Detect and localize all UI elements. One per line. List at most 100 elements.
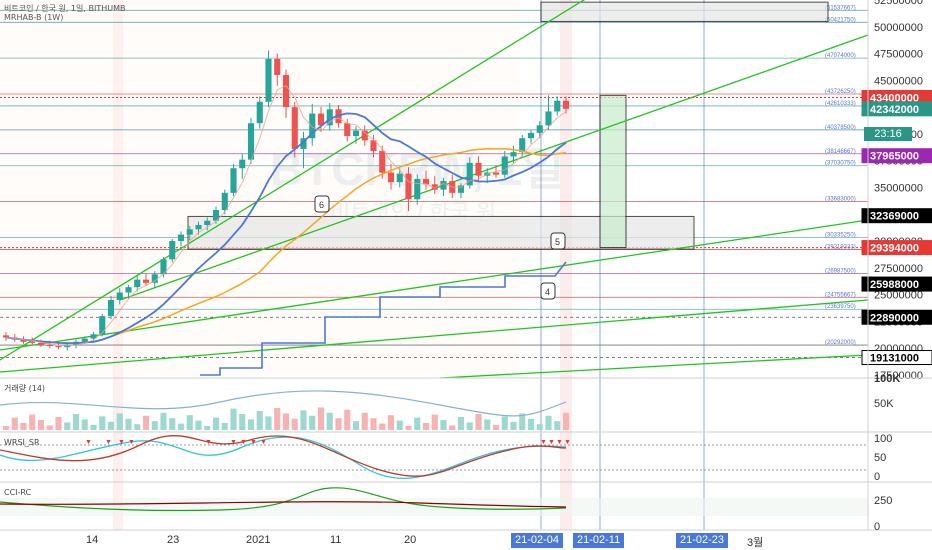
candle-body: [125, 287, 132, 293]
candle-body: [396, 173, 403, 183]
volume-bar: [186, 415, 193, 430]
level-label: (23639750): [825, 304, 856, 310]
rsi-sell-marker: ▼: [230, 439, 237, 446]
candle-body: [230, 168, 237, 193]
volume-bar: [379, 423, 386, 430]
volume-bar: [81, 419, 88, 430]
volume-bar: [414, 417, 421, 430]
volume-bar: [501, 416, 508, 430]
candle-body: [475, 162, 482, 176]
volume-axis-label: 100K: [874, 373, 900, 385]
price-tag: [861, 350, 932, 366]
volume-bar: [405, 426, 412, 430]
ma-line-short: [5, 85, 567, 347]
volume-bar: [107, 421, 115, 430]
level-label: (42610333): [825, 101, 856, 107]
volume-bar: [562, 412, 570, 430]
volume-bar: [90, 424, 97, 430]
volume-bar: [239, 414, 246, 430]
rsi-sell-marker: ▼: [205, 439, 212, 446]
candle-body: [81, 338, 88, 342]
target-box: [599, 94, 627, 249]
volume-bar: [265, 416, 272, 430]
session-shade: [113, 0, 123, 530]
volume-bar: [519, 413, 526, 430]
price-tag-label: 22890000: [870, 312, 919, 324]
candle-body: [99, 316, 106, 335]
y-tick-label: 17500000: [874, 370, 923, 382]
volume-bar: [125, 418, 132, 430]
volume-bar: [300, 410, 307, 430]
candle-body: [239, 159, 246, 169]
volume-bar: [317, 407, 325, 430]
candle-body: [29, 341, 36, 343]
cci-axis-label: 0: [874, 521, 880, 533]
candle-body: [177, 234, 185, 242]
price-tag: [861, 148, 932, 164]
x-tick-label: 20: [404, 534, 417, 546]
price-tag-label: 42342000: [870, 104, 919, 116]
supply-zone: [540, 1, 829, 22]
candle-body: [116, 292, 123, 300]
level-label: (40378500): [825, 125, 856, 131]
volume-bar: [422, 423, 430, 430]
trend-line: [0, 219, 869, 351]
x-highlight-label: 21-02-11: [573, 533, 625, 548]
candle-body: [527, 132, 535, 139]
x-tick-label: 11: [330, 534, 342, 546]
volume-bar: [352, 421, 360, 430]
level-label: (26987500): [825, 268, 856, 274]
price-tag-label: 32369000: [870, 211, 919, 223]
volume-bar: [230, 408, 237, 430]
candle-body: [466, 162, 473, 186]
candle-body: [256, 101, 263, 124]
volume-bar: [37, 420, 45, 430]
pattern-label: 6: [319, 200, 324, 210]
rsi-pane-title: WRSI_SR: [4, 438, 40, 447]
volume-bar: [151, 421, 158, 430]
candle-body: [55, 346, 62, 348]
volume-axis-label: 50K: [874, 398, 894, 410]
y-tick-label: 45000000: [874, 75, 923, 87]
volume-bar: [510, 421, 517, 430]
volume-bar: [291, 418, 298, 430]
volume-bar: [160, 412, 167, 430]
candle-body: [519, 138, 526, 153]
pattern-marker: [314, 195, 330, 213]
rsi-sell-marker: ▼: [260, 439, 267, 446]
y-tick-label: 25000000: [874, 290, 923, 302]
candle-body: [107, 300, 115, 317]
candle-body: [379, 151, 386, 173]
weekly-step-line: [200, 261, 567, 376]
trend-line: [0, 299, 869, 373]
level-label: (51537667): [825, 5, 856, 11]
candle-body: [326, 109, 333, 126]
pattern-label: 4: [545, 287, 550, 297]
rsi-sell-marker: ▼: [564, 439, 571, 446]
cci-signal: [0, 501, 567, 508]
candle-body: [492, 172, 500, 175]
volume-bar: [20, 423, 27, 430]
candle-body: [510, 152, 517, 157]
level-label: (50421750): [825, 17, 856, 23]
volume-bar: [274, 408, 281, 430]
cci-axis-label: 250: [874, 495, 892, 507]
volume-bar: [134, 424, 141, 430]
volume-bar: [256, 411, 263, 430]
candle-body: [247, 123, 255, 160]
candle-body: [545, 111, 552, 126]
candle-body: [405, 173, 412, 200]
rsi-sell-marker: ▼: [240, 439, 247, 446]
volume-bar: [554, 421, 561, 430]
x-tick-label: 3월: [747, 537, 764, 549]
candle-body: [414, 178, 421, 200]
level-label: (20292000): [825, 340, 856, 346]
candle-body: [536, 125, 543, 133]
candle-body: [457, 185, 465, 193]
price-tag: [861, 208, 932, 224]
candle-body: [195, 225, 202, 230]
volume-bar: [475, 414, 482, 430]
volume-bar: [396, 420, 403, 430]
